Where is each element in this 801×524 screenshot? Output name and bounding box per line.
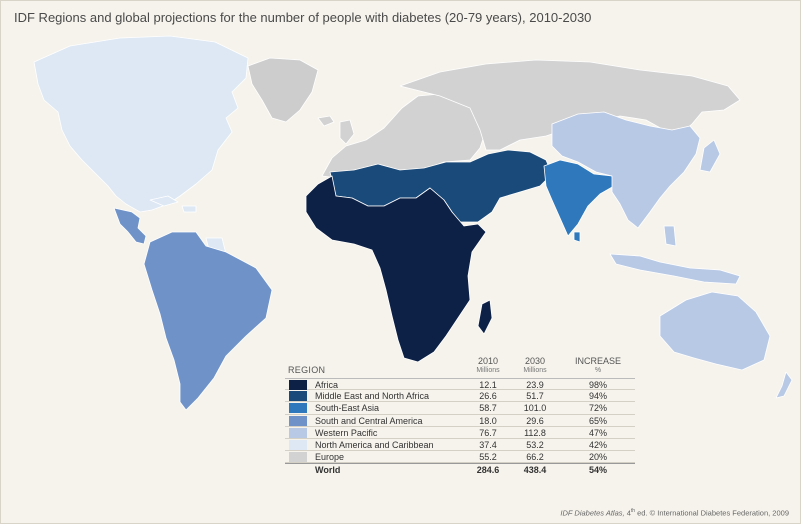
legend-total-2030: 438.4 [523, 465, 547, 476]
region-indonesia [609, 225, 741, 285]
legend-region-name: North America and Caribbean [315, 439, 434, 450]
legend-region-header: REGION [288, 365, 326, 375]
legend-value-2010: 76.7 [479, 427, 497, 438]
legend-region-name: Africa [315, 380, 339, 390]
legend-value-2030: 66.2 [526, 452, 544, 463]
legend-value-2030: 23.9 [526, 380, 544, 390]
region-sri-lanka [573, 231, 581, 243]
legend-value-increase: 42% [588, 439, 607, 450]
legend-value-increase: 98% [588, 380, 607, 390]
legend-row: South-East Asia 58.7 101.0 72% [285, 402, 635, 415]
legend-value-2010: 55.2 [479, 452, 497, 463]
legend-value-2030: 29.6 [526, 415, 544, 426]
legend-value-2030: 51.7 [526, 391, 544, 402]
legend-row-total: World 284.6 438.4 54% [285, 463, 635, 475]
legend-row: Western Pacific 76.7 112.8 47% [285, 427, 635, 439]
legend-value-2030: 112.8 [524, 427, 546, 438]
legend-swatch [289, 439, 307, 450]
legend-row: Africa 12.1 23.9 98% [285, 378, 635, 391]
legend-value-2010: 18.0 [479, 415, 497, 426]
legend-total-increase: 54% [588, 465, 607, 476]
region-greenland [247, 57, 319, 123]
legend-value-increase: 94% [588, 391, 607, 402]
legend-value-2010: 37.4 [479, 439, 497, 450]
region-south-east-asia [543, 159, 615, 237]
legend-value-2010: 58.7 [479, 403, 497, 414]
legend-value-increase: 65% [588, 415, 607, 426]
region-central-america [113, 207, 147, 245]
legend-row: South and Central America 18.0 29.6 65% [285, 415, 635, 427]
legend-col-2010: 2010 Millions [476, 356, 500, 374]
legend-region-name: South and Central America [315, 415, 423, 426]
region-japan [699, 139, 721, 173]
legend-swatch [289, 427, 307, 438]
legend-region-name: Western Pacific [315, 427, 378, 438]
legend-swatch [289, 403, 307, 414]
region-iceland [317, 115, 335, 127]
legend-table: REGION 2010 Millions 2030 Millions INCRE… [285, 356, 635, 476]
legend-col-2030: 2030 Millions [523, 356, 547, 374]
legend-col-increase: INCREASE % [574, 356, 621, 374]
legend-value-increase: 20% [588, 452, 607, 463]
legend-swatch [289, 452, 307, 463]
region-australia [659, 291, 771, 371]
legend-region-name: Europe [315, 452, 345, 463]
legend-value-2010: 12.1 [479, 380, 497, 390]
legend-row: Europe 55.2 66.2 20% [285, 451, 635, 464]
legend-swatch [289, 415, 307, 426]
legend-value-increase: 47% [588, 427, 607, 438]
legend-value-2010: 26.6 [479, 391, 497, 402]
legend-swatch [289, 391, 307, 402]
legend-rows: Africa 12.1 23.9 98% Middle East and North A… [285, 378, 635, 464]
region-madagascar [477, 299, 493, 335]
region-new-zealand [775, 371, 793, 399]
map-title: IDF Regions and global projections for t… [14, 10, 592, 25]
legend-total-name: World [315, 465, 341, 476]
legend-value-2030: 53.2 [526, 439, 544, 450]
legend-header: REGION 2010 Millions 2030 Millions INCRE… [285, 356, 635, 378]
source-credit: IDF Diabetes Atlas, 4th ed. © Internatio… [560, 508, 789, 518]
legend-row: North America and Caribbean 37.4 53.2 42% [285, 439, 635, 452]
region-africa [305, 175, 487, 363]
legend-region-name: South-East Asia [315, 403, 380, 414]
region-uk [339, 119, 355, 145]
legend-total-2010: 284.6 [476, 465, 500, 476]
region-western-pacific-asia [551, 111, 701, 229]
legend-region-name: Middle East and North Africa [315, 391, 430, 402]
region-north-america [33, 35, 249, 213]
legend-row: Middle East and North Africa 26.6 51.7 94% [285, 390, 635, 403]
legend-value-increase: 72% [588, 403, 607, 414]
region-south-america [143, 231, 273, 411]
legend-swatch [289, 380, 307, 390]
legend-value-2030: 101.0 [523, 403, 547, 414]
